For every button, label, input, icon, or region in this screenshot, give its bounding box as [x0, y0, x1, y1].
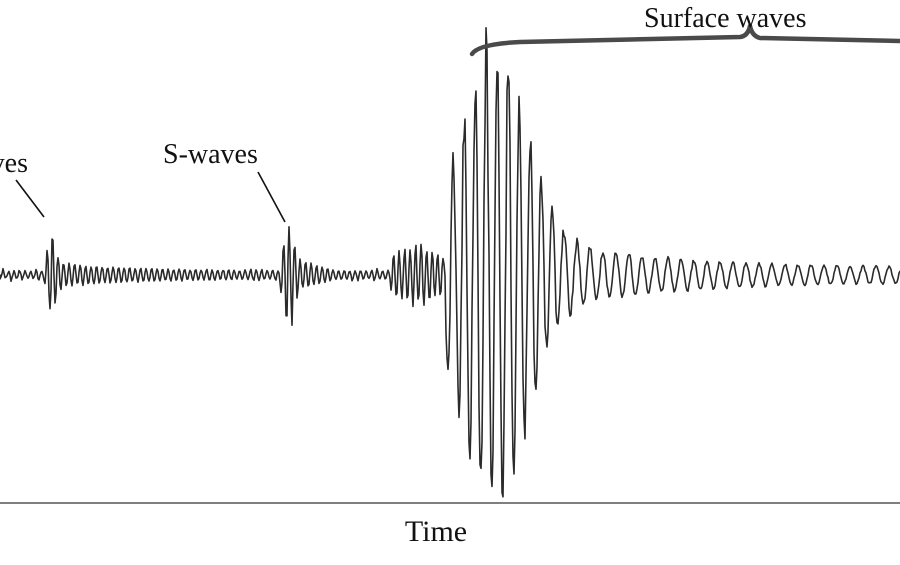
seismogram-trace: [0, 27, 900, 498]
p-waves-leader-line: [15, 179, 45, 218]
time-axis-label: Time: [405, 515, 467, 548]
s-waves-label: S-waves: [163, 139, 258, 170]
s-waves-leader-line: [257, 171, 286, 223]
surface-waves-label: Surface waves: [644, 3, 806, 34]
surface-waves-brace: [469, 23, 900, 57]
p-waves-label: P-waves: [0, 148, 28, 179]
